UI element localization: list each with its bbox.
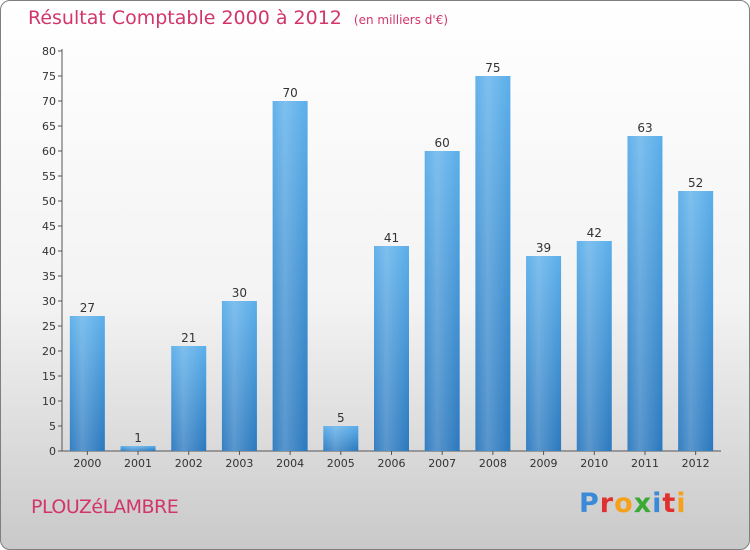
y-tick-label: 70 <box>42 95 56 108</box>
data-label: 21 <box>181 331 196 345</box>
chart-title: Résultat Comptable 2000 à 2012 (en millie… <box>28 7 449 29</box>
data-label: 30 <box>232 286 247 300</box>
y-axis: 0 5 10 15 20 25 30 35 40 45 50 55 60 65 70 75 80 <box>42 45 63 458</box>
y-tick-label: 40 <box>42 245 56 258</box>
x-tick-label: 2009 <box>530 457 558 470</box>
bar-highlight <box>221 301 257 451</box>
x-tick-label: 2003 <box>225 457 253 470</box>
y-tick-label: 0 <box>49 445 56 458</box>
logo-letter: t <box>662 488 677 519</box>
x-tick-label: 2001 <box>124 457 152 470</box>
x-tick-label: 2011 <box>631 457 659 470</box>
bar-highlight <box>475 76 511 451</box>
data-label: 42 <box>587 226 602 240</box>
y-tick-label: 60 <box>42 145 56 158</box>
y-tick-label: 25 <box>42 320 56 333</box>
bar-highlight <box>69 316 105 451</box>
logo-letter: r <box>599 488 615 519</box>
chart-subtitle: (en milliers d'€) <box>353 13 449 27</box>
x-tick-label: 2000 <box>73 457 101 470</box>
bar-highlight <box>272 101 308 451</box>
x-tick-label: 2002 <box>175 457 203 470</box>
data-label: 70 <box>282 86 297 100</box>
y-tick-label: 50 <box>42 195 56 208</box>
x-axis: 2000 2001 2002 2003 2004 2005 2006 2007 2008 2009… <box>62 450 721 470</box>
proxiti-logo: Proxiti <box>579 488 687 519</box>
bar-highlight <box>374 246 409 451</box>
y-tick-label: 35 <box>42 270 56 283</box>
y-tick-label: 30 <box>42 295 56 308</box>
x-tick-label: 2008 <box>479 457 507 470</box>
bar-highlight <box>424 151 460 451</box>
data-label: 41 <box>384 231 399 245</box>
y-tick-label: 65 <box>42 120 56 133</box>
y-tick-label: 80 <box>42 45 56 58</box>
x-tick-label: 2004 <box>276 457 304 470</box>
commune-name: PLOUZéLAMBRE <box>31 496 179 518</box>
x-tick-label: 2006 <box>378 457 406 470</box>
data-label: 63 <box>637 121 652 135</box>
data-label: 27 <box>80 301 95 315</box>
y-tick-label: 20 <box>42 345 56 358</box>
bar-highlight <box>323 426 359 451</box>
y-tick-label: 15 <box>42 370 56 383</box>
y-tick-label: 5 <box>49 420 56 433</box>
y-tick-label: 10 <box>42 395 56 408</box>
y-tick-label: 75 <box>42 70 56 83</box>
y-tick-label: 45 <box>42 220 56 233</box>
data-label: 39 <box>536 241 551 255</box>
bar-highlight <box>627 136 663 451</box>
x-tick-label: 2010 <box>580 457 608 470</box>
bars: 27 1 21 30 70 5 41 60 75 39 42 63 52 <box>69 61 714 451</box>
x-tick-label: 2007 <box>428 457 456 470</box>
x-tick-label: 2005 <box>327 457 355 470</box>
y-tick-label: 55 <box>42 170 56 183</box>
bar-highlight <box>678 191 714 451</box>
bar-highlight <box>120 446 156 451</box>
logo-letter: P <box>579 488 600 519</box>
logo-letter: i <box>652 488 663 519</box>
bar-highlight <box>576 241 612 451</box>
data-label: 75 <box>485 61 500 75</box>
bar-highlight <box>171 346 207 451</box>
data-label: 60 <box>435 136 450 150</box>
data-label: 5 <box>337 411 345 425</box>
x-tick-label: 2012 <box>682 457 710 470</box>
bar-highlight <box>526 256 562 451</box>
data-label: 52 <box>688 176 703 190</box>
logo-letter: i <box>676 488 687 519</box>
logo-letter: o <box>614 488 634 519</box>
logo-letter: x <box>633 488 653 519</box>
data-label: 1 <box>134 431 142 445</box>
